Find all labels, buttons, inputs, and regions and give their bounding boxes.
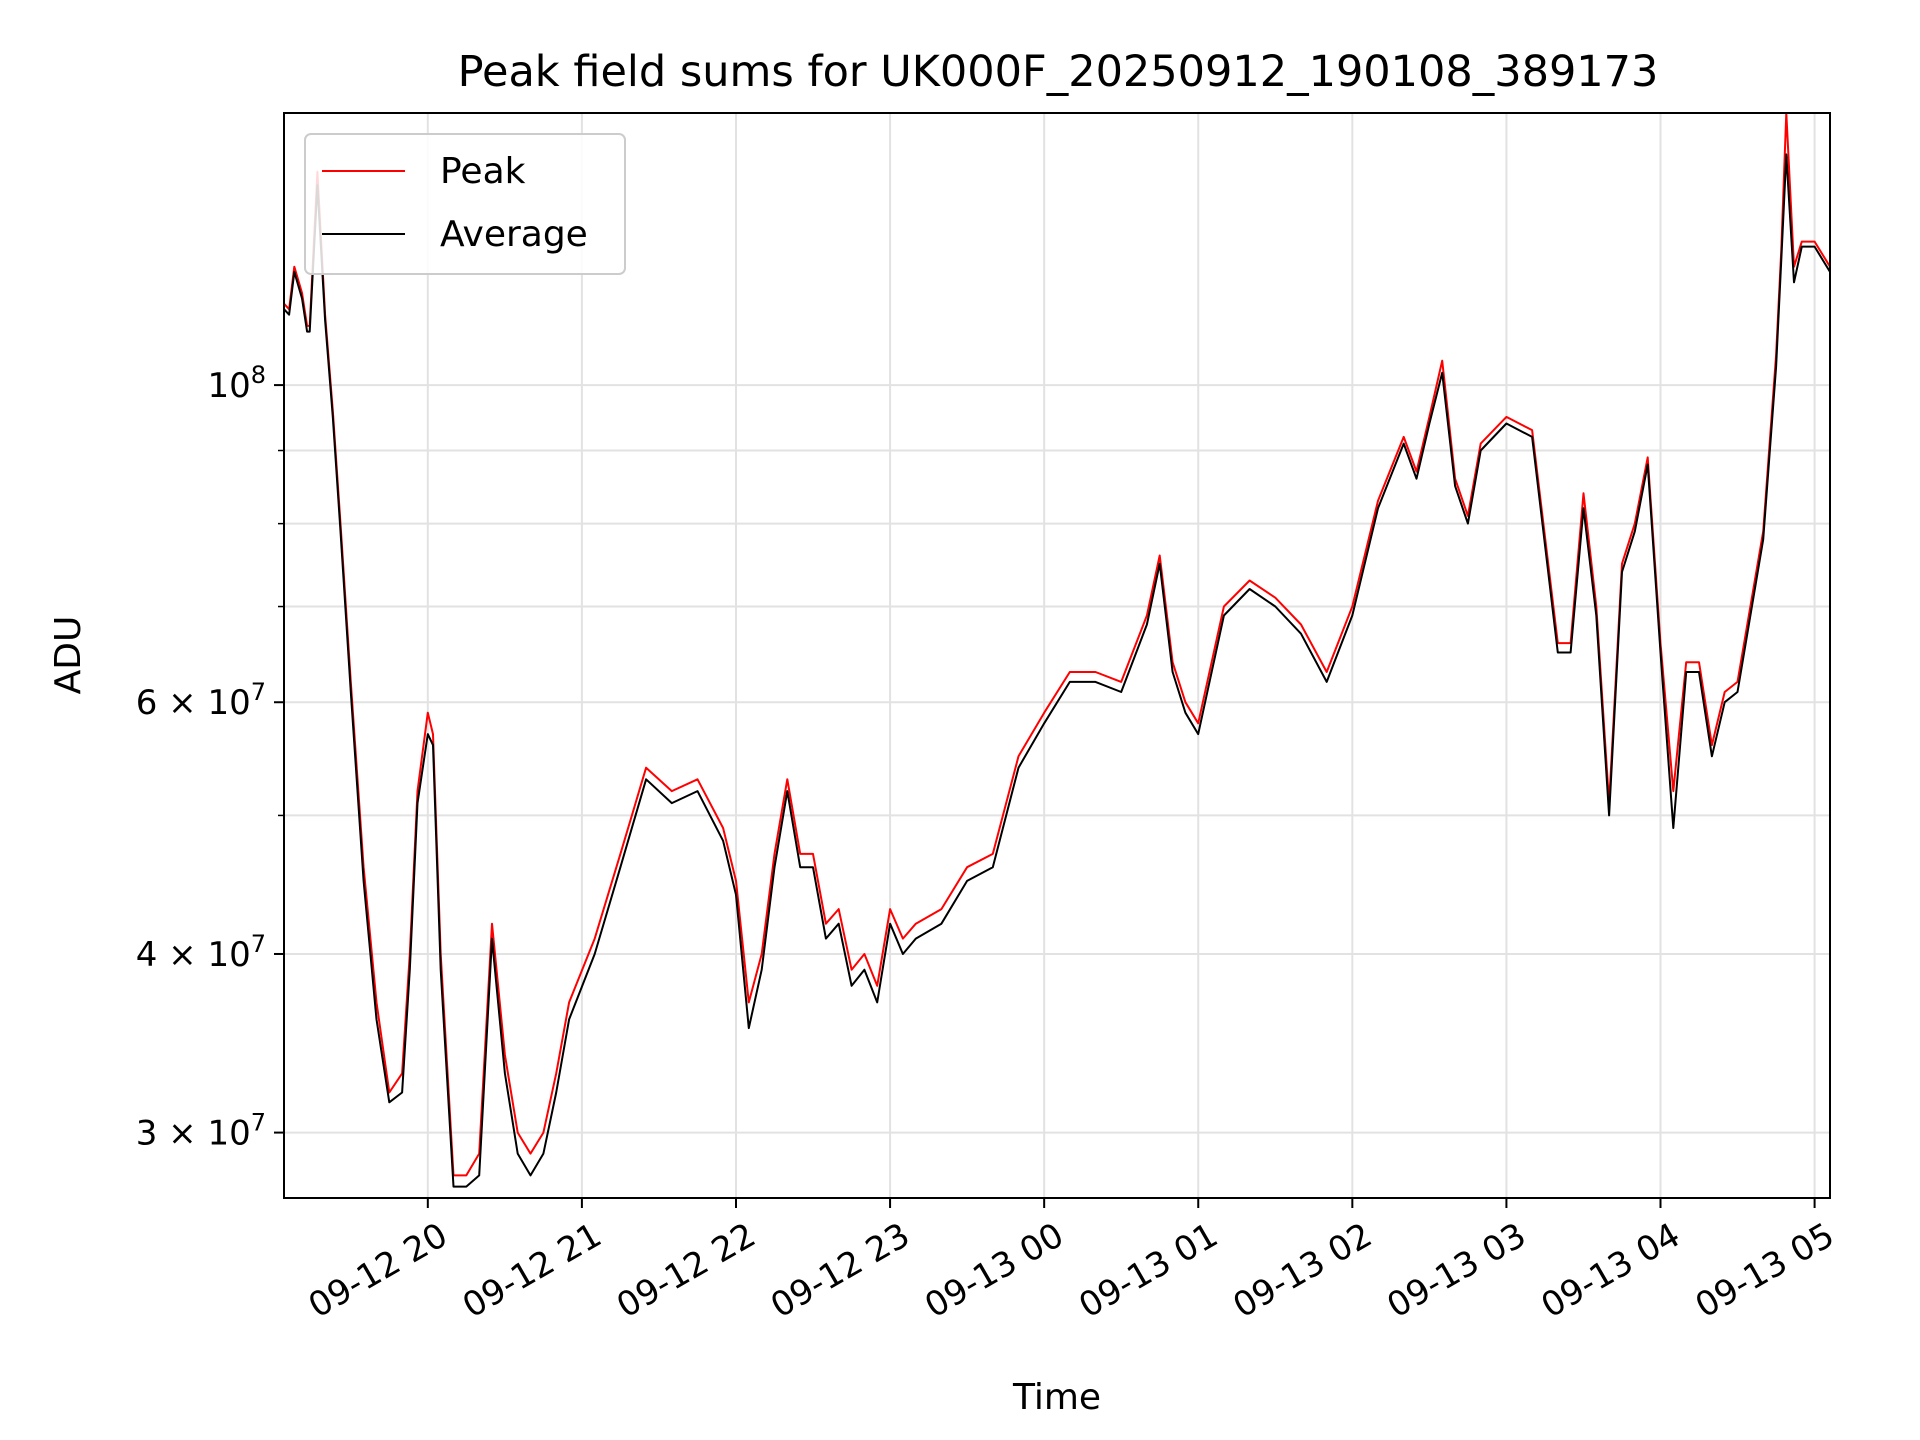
- y-tick-label: 4 × 107: [136, 930, 266, 975]
- series-peak: [284, 113, 1830, 1177]
- legend-label-average: Average: [440, 214, 588, 255]
- y-axis-label: ADU: [48, 616, 89, 695]
- y-tick-label: 108: [207, 361, 266, 406]
- y-axis: 3 × 107 4 × 107 6 × 107 108: [136, 361, 284, 1154]
- legend: Peak Average: [304, 133, 626, 275]
- legend-box: [304, 133, 626, 275]
- series-average: [284, 153, 1830, 1188]
- plot-frame: [283, 112, 1831, 1199]
- chart-title: Peak field sums for UK000F_20250912_1901…: [458, 47, 1659, 97]
- y-tick-label: 6 × 107: [136, 678, 266, 723]
- x-axis-label: Time: [1012, 1377, 1101, 1418]
- series-layer: [284, 113, 1830, 1188]
- y-tick-label: 3 × 107: [136, 1109, 266, 1154]
- legend-label-peak: Peak: [440, 151, 526, 192]
